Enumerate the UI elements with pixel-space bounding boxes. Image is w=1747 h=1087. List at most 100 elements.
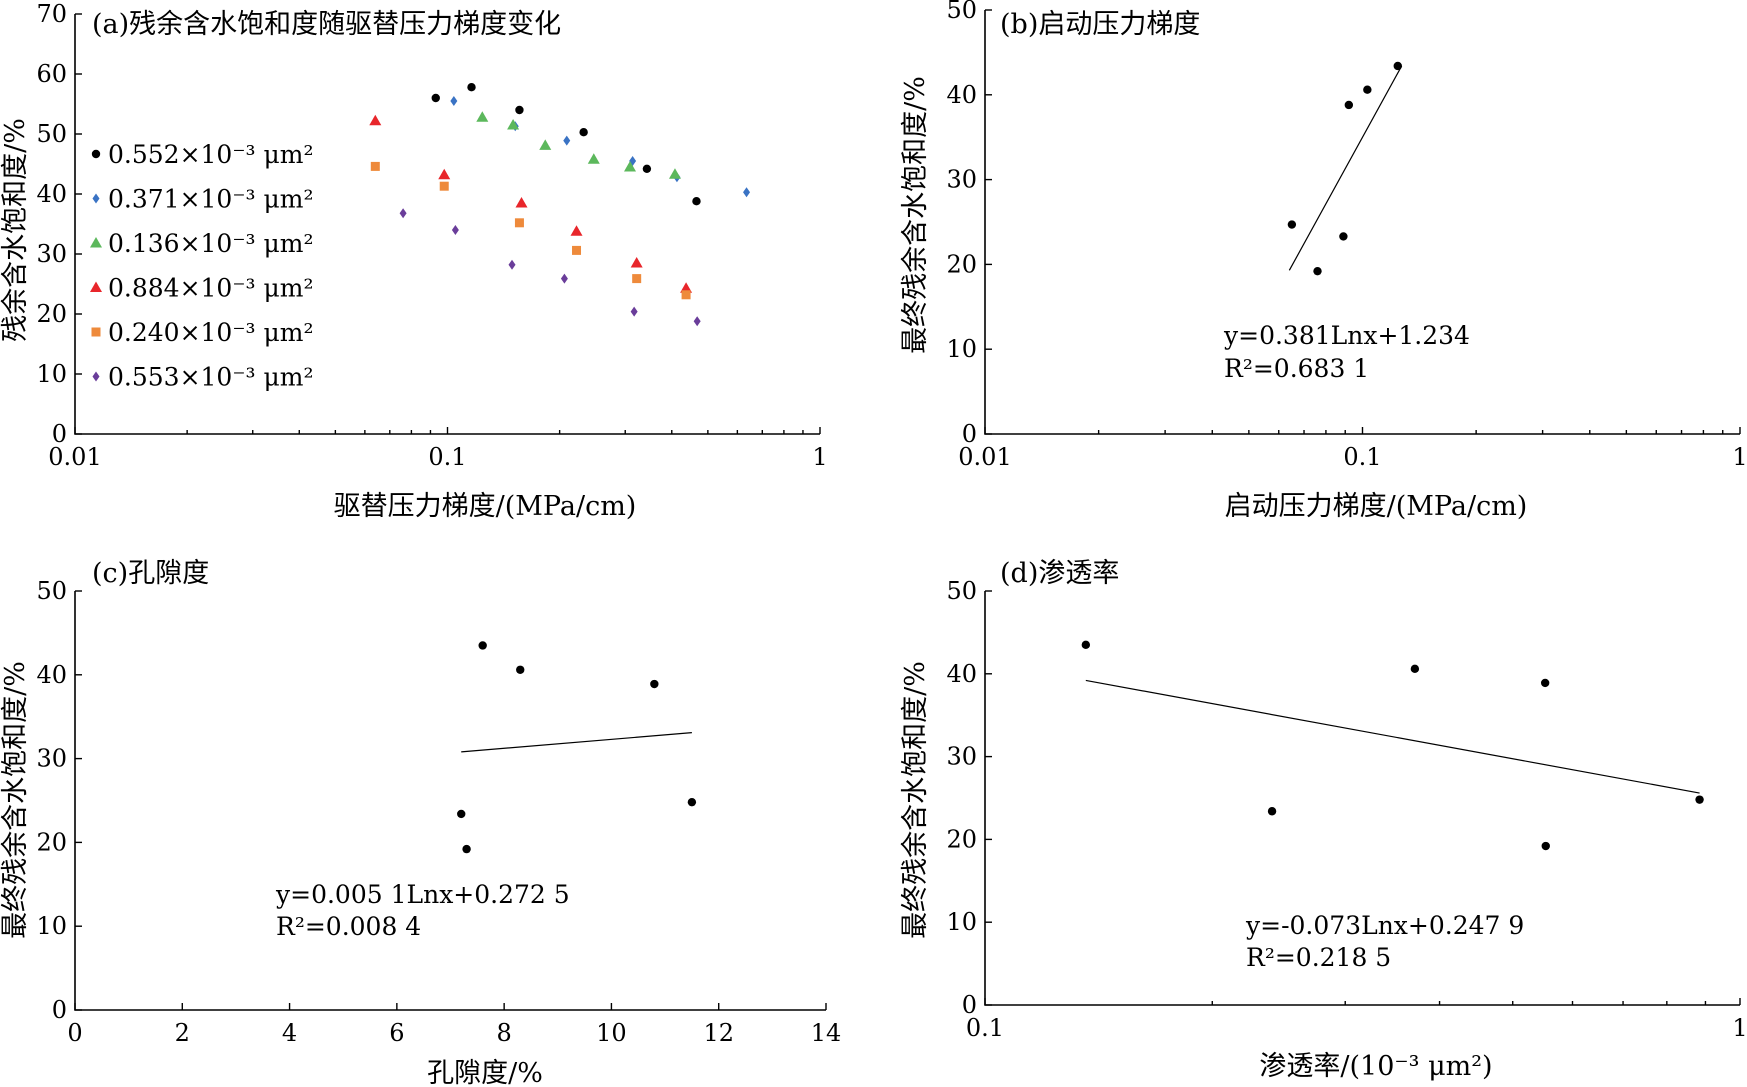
- x-tick-label: 2: [175, 1019, 190, 1047]
- x-tick-label: 0.01: [48, 443, 101, 471]
- panel-a-point-series-5: [572, 245, 582, 255]
- x-tick-label: 14: [811, 1019, 842, 1047]
- x-tick-label: 0.1: [428, 443, 466, 471]
- x-tick-label: 0.1: [1343, 443, 1381, 471]
- panel-d: (d)渗透率 渗透率/(10⁻³ μm²) 最终残余含水饱和度/% y=-0.0…: [900, 558, 1747, 1082]
- y-tick-label: 60: [36, 60, 67, 88]
- panel-b-point: [1344, 100, 1354, 110]
- y-tick-label: 50: [36, 577, 67, 605]
- y-tick-label: 50: [946, 0, 977, 24]
- legend-label-1: 0.552×10⁻³ μm²: [108, 140, 313, 169]
- panel-c-title: (c)孔隙度: [92, 558, 209, 589]
- x-tick-label: 8: [497, 1019, 512, 1047]
- panel-c: (c)孔隙度 孔隙度/% 最终残余含水饱和度/% y=0.005 1Lnx+0.…: [0, 558, 841, 1087]
- panel-c-axes: [74, 591, 826, 1011]
- panel-a-point-series-5: [681, 290, 691, 300]
- panel-a-point-series-6: [630, 306, 638, 317]
- panel-b-y-label: 最终残余含水饱和度/%: [900, 76, 931, 354]
- legend-label-5: 0.240×10⁻³ μm²: [108, 318, 313, 347]
- panel-b-x-label: 启动压力梯度/(MPa/cm): [1225, 491, 1528, 522]
- y-tick-label: 50: [36, 120, 67, 148]
- panel-c-point: [516, 665, 525, 674]
- panel-a-legend: 0.552×10⁻³ μm² 0.371×10⁻³ μm² 0.136×10⁻³ μ…: [90, 140, 313, 392]
- panel-a-point-series-3: [476, 111, 489, 122]
- panel-a-point-series-6: [508, 259, 516, 270]
- panel-a-point-series-5: [514, 218, 524, 228]
- panel-a-point-series-4: [570, 225, 583, 236]
- panel-a-point-series-1: [692, 197, 701, 206]
- panel-b-r2: R²=0.683 1: [1224, 354, 1369, 383]
- panel-b-point: [1363, 85, 1372, 94]
- panel-a-point-series-5: [370, 161, 380, 171]
- panel-a-point-series-1: [515, 105, 524, 115]
- y-tick-label: 30: [946, 743, 977, 771]
- y-tick-label: 0: [962, 420, 977, 448]
- panel-a-point-series-1: [642, 164, 652, 173]
- y-tick-label: 20: [36, 300, 67, 328]
- panel-a-x-label: 驱替压力梯度/(MPa/cm): [334, 491, 637, 522]
- panel-c-point: [457, 809, 466, 819]
- y-tick-label: 10: [36, 912, 67, 940]
- panel-d-point: [1541, 841, 1550, 851]
- panel-d-point: [1267, 807, 1277, 816]
- panel-d-fit-line: [1085, 679, 1700, 794]
- x-tick-label: 0: [67, 1019, 82, 1047]
- y-tick-label: 20: [946, 825, 977, 853]
- y-tick-label: 10: [946, 335, 977, 363]
- panel-a-point-series-5: [439, 181, 449, 191]
- x-tick-label: 4: [282, 1019, 297, 1047]
- panel-c-equation: y=0.005 1Lnx+0.272 5: [275, 880, 570, 909]
- panel-d-equation: y=-0.073Lnx+0.247 9: [1245, 911, 1524, 940]
- panel-a-point-series-4: [438, 168, 451, 180]
- y-tick-label: 50: [946, 577, 977, 605]
- x-tick-label: 12: [703, 1019, 734, 1047]
- panel-a-point-series-5: [632, 274, 642, 284]
- panel-b-point: [1287, 220, 1297, 229]
- y-tick-label: 0: [962, 991, 977, 1019]
- legend-marker-2: [92, 193, 100, 204]
- panel-a-point-series-1: [431, 93, 440, 103]
- panel-d-point: [1540, 678, 1550, 688]
- panel-a-point-series-1: [579, 128, 588, 137]
- panel-b: (b)启动压力梯度 启动压力梯度/(MPa/cm) 最终残余含水饱和度/% y=…: [900, 0, 1747, 522]
- y-tick-label: 40: [946, 81, 977, 109]
- x-tick-label: 0.1: [966, 1014, 1004, 1042]
- y-tick-label: 40: [36, 661, 67, 689]
- y-tick-label: 40: [946, 660, 977, 688]
- y-tick-label: 70: [36, 0, 67, 28]
- legend-label-6: 0.553×10⁻³ μm²: [108, 363, 313, 392]
- panel-c-fit-line: [461, 732, 692, 753]
- y-tick-label: 0: [52, 420, 67, 448]
- panel-a-point-series-2: [450, 96, 458, 106]
- panel-a-point-series-6: [451, 225, 459, 235]
- panel-b-point: [1339, 232, 1348, 241]
- panel-c-point: [687, 797, 697, 807]
- panel-a-point-series-3: [624, 161, 637, 172]
- panel-d-r2: R²=0.218 5: [1246, 943, 1391, 972]
- panel-c-point: [650, 679, 659, 689]
- legend-label-4: 0.884×10⁻³ μm²: [108, 274, 313, 303]
- panel-a-point-series-4: [515, 197, 528, 208]
- panel-b-equation: y=0.381Lnx+1.234: [1223, 321, 1470, 350]
- legend-marker-6: [92, 371, 100, 382]
- panel-a-point-series-6: [399, 208, 407, 219]
- panel-b-title: (b)启动压力梯度: [1000, 9, 1200, 40]
- y-tick-label: 40: [36, 180, 67, 208]
- panel-a: (a)残余含水饱和度随驱替压力梯度变化 驱替压力梯度/(MPa/cm) 残余含水…: [0, 0, 828, 522]
- panel-a-y-label: 残余含水饱和度/%: [0, 118, 31, 342]
- panel-c-point: [478, 641, 487, 650]
- legend-marker-1: [91, 149, 101, 159]
- panel-d-y-label: 最终残余含水饱和度/%: [900, 661, 931, 939]
- panel-a-point-series-3: [539, 139, 552, 150]
- panel-d-point: [1410, 664, 1420, 674]
- legend-label-3: 0.136×10⁻³ μm²: [108, 229, 313, 258]
- panel-a-point-series-4: [630, 257, 643, 268]
- panel-a-point-series-3: [507, 119, 520, 130]
- panel-a-point-series-4: [369, 114, 382, 126]
- panel-a-point-series-4: [680, 282, 693, 293]
- legend-marker-4: [90, 281, 102, 292]
- x-tick-label: 1: [1732, 1014, 1747, 1042]
- y-tick-label: 10: [36, 360, 67, 388]
- x-tick-label: 6: [389, 1019, 404, 1047]
